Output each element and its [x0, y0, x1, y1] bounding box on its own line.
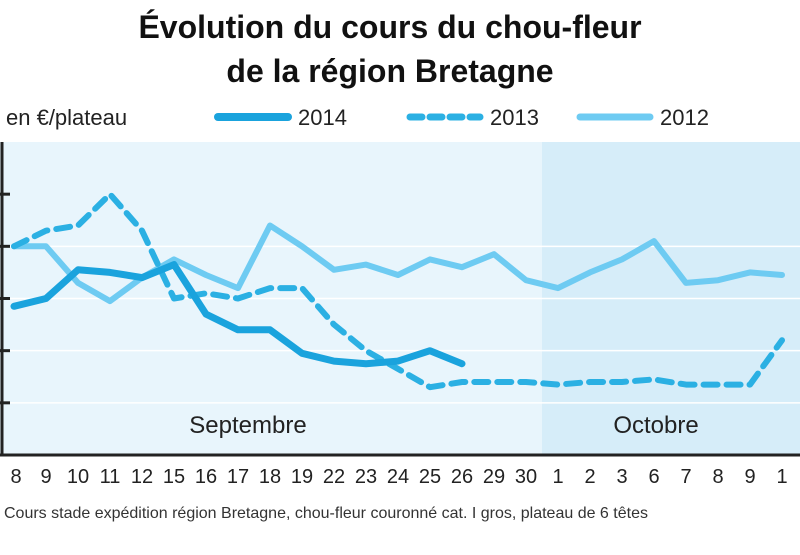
x-tick-label: 19 — [291, 466, 313, 488]
x-tick-label: 11 — [100, 466, 121, 488]
x-tick-label: 3 — [616, 466, 627, 488]
chart-title-line1: Évolution du cours du chou-fleur — [138, 9, 641, 45]
x-tick-label: 30 — [515, 466, 537, 488]
x-tick-label: 18 — [259, 466, 281, 488]
x-tick-label: 29 — [483, 466, 505, 488]
x-tick-label: 25 — [419, 466, 441, 488]
x-tick-label: 9 — [40, 466, 51, 488]
legend: 2014 2013 2012 — [214, 105, 709, 130]
source-footnote: Cours stade expédition région Bretagne, … — [4, 505, 648, 522]
y-axis-unit-label: en €/plateau — [6, 105, 127, 130]
x-tick-label: 8 — [10, 466, 21, 488]
x-tick-label: 22 — [323, 466, 345, 488]
x-tick-label: 7 — [680, 466, 691, 488]
x-tick-label: 23 — [355, 466, 377, 488]
x-tick-label: 8 — [712, 466, 723, 488]
x-tick-label: 26 — [451, 466, 473, 488]
x-tick-label: 24 — [387, 466, 409, 488]
x-tick-label: 9 — [744, 466, 755, 488]
x-tick-label: 16 — [195, 466, 217, 488]
x-tick-label: 6 — [648, 466, 659, 488]
x-tick-label: 15 — [163, 466, 185, 488]
legend-label-2014: 2014 — [298, 105, 347, 130]
legend-label-2012: 2012 — [660, 105, 709, 130]
x-tick-label: 1 — [776, 466, 787, 488]
x-tick-label: 10 — [67, 466, 89, 488]
month-label-september: Septembre — [189, 412, 306, 439]
series-line-2013 — [11, 191, 785, 391]
x-tick-label: 12 — [131, 466, 153, 488]
x-tick-label: 17 — [227, 466, 249, 488]
chart-title-line2: de la région Bretagne — [226, 53, 553, 89]
x-tick-label: 2 — [584, 466, 595, 488]
legend-label-2013: 2013 — [490, 105, 539, 130]
month-label-october: Octobre — [613, 412, 698, 439]
series-line-2014 — [10, 261, 466, 368]
x-tick-label: 1 — [552, 466, 563, 488]
